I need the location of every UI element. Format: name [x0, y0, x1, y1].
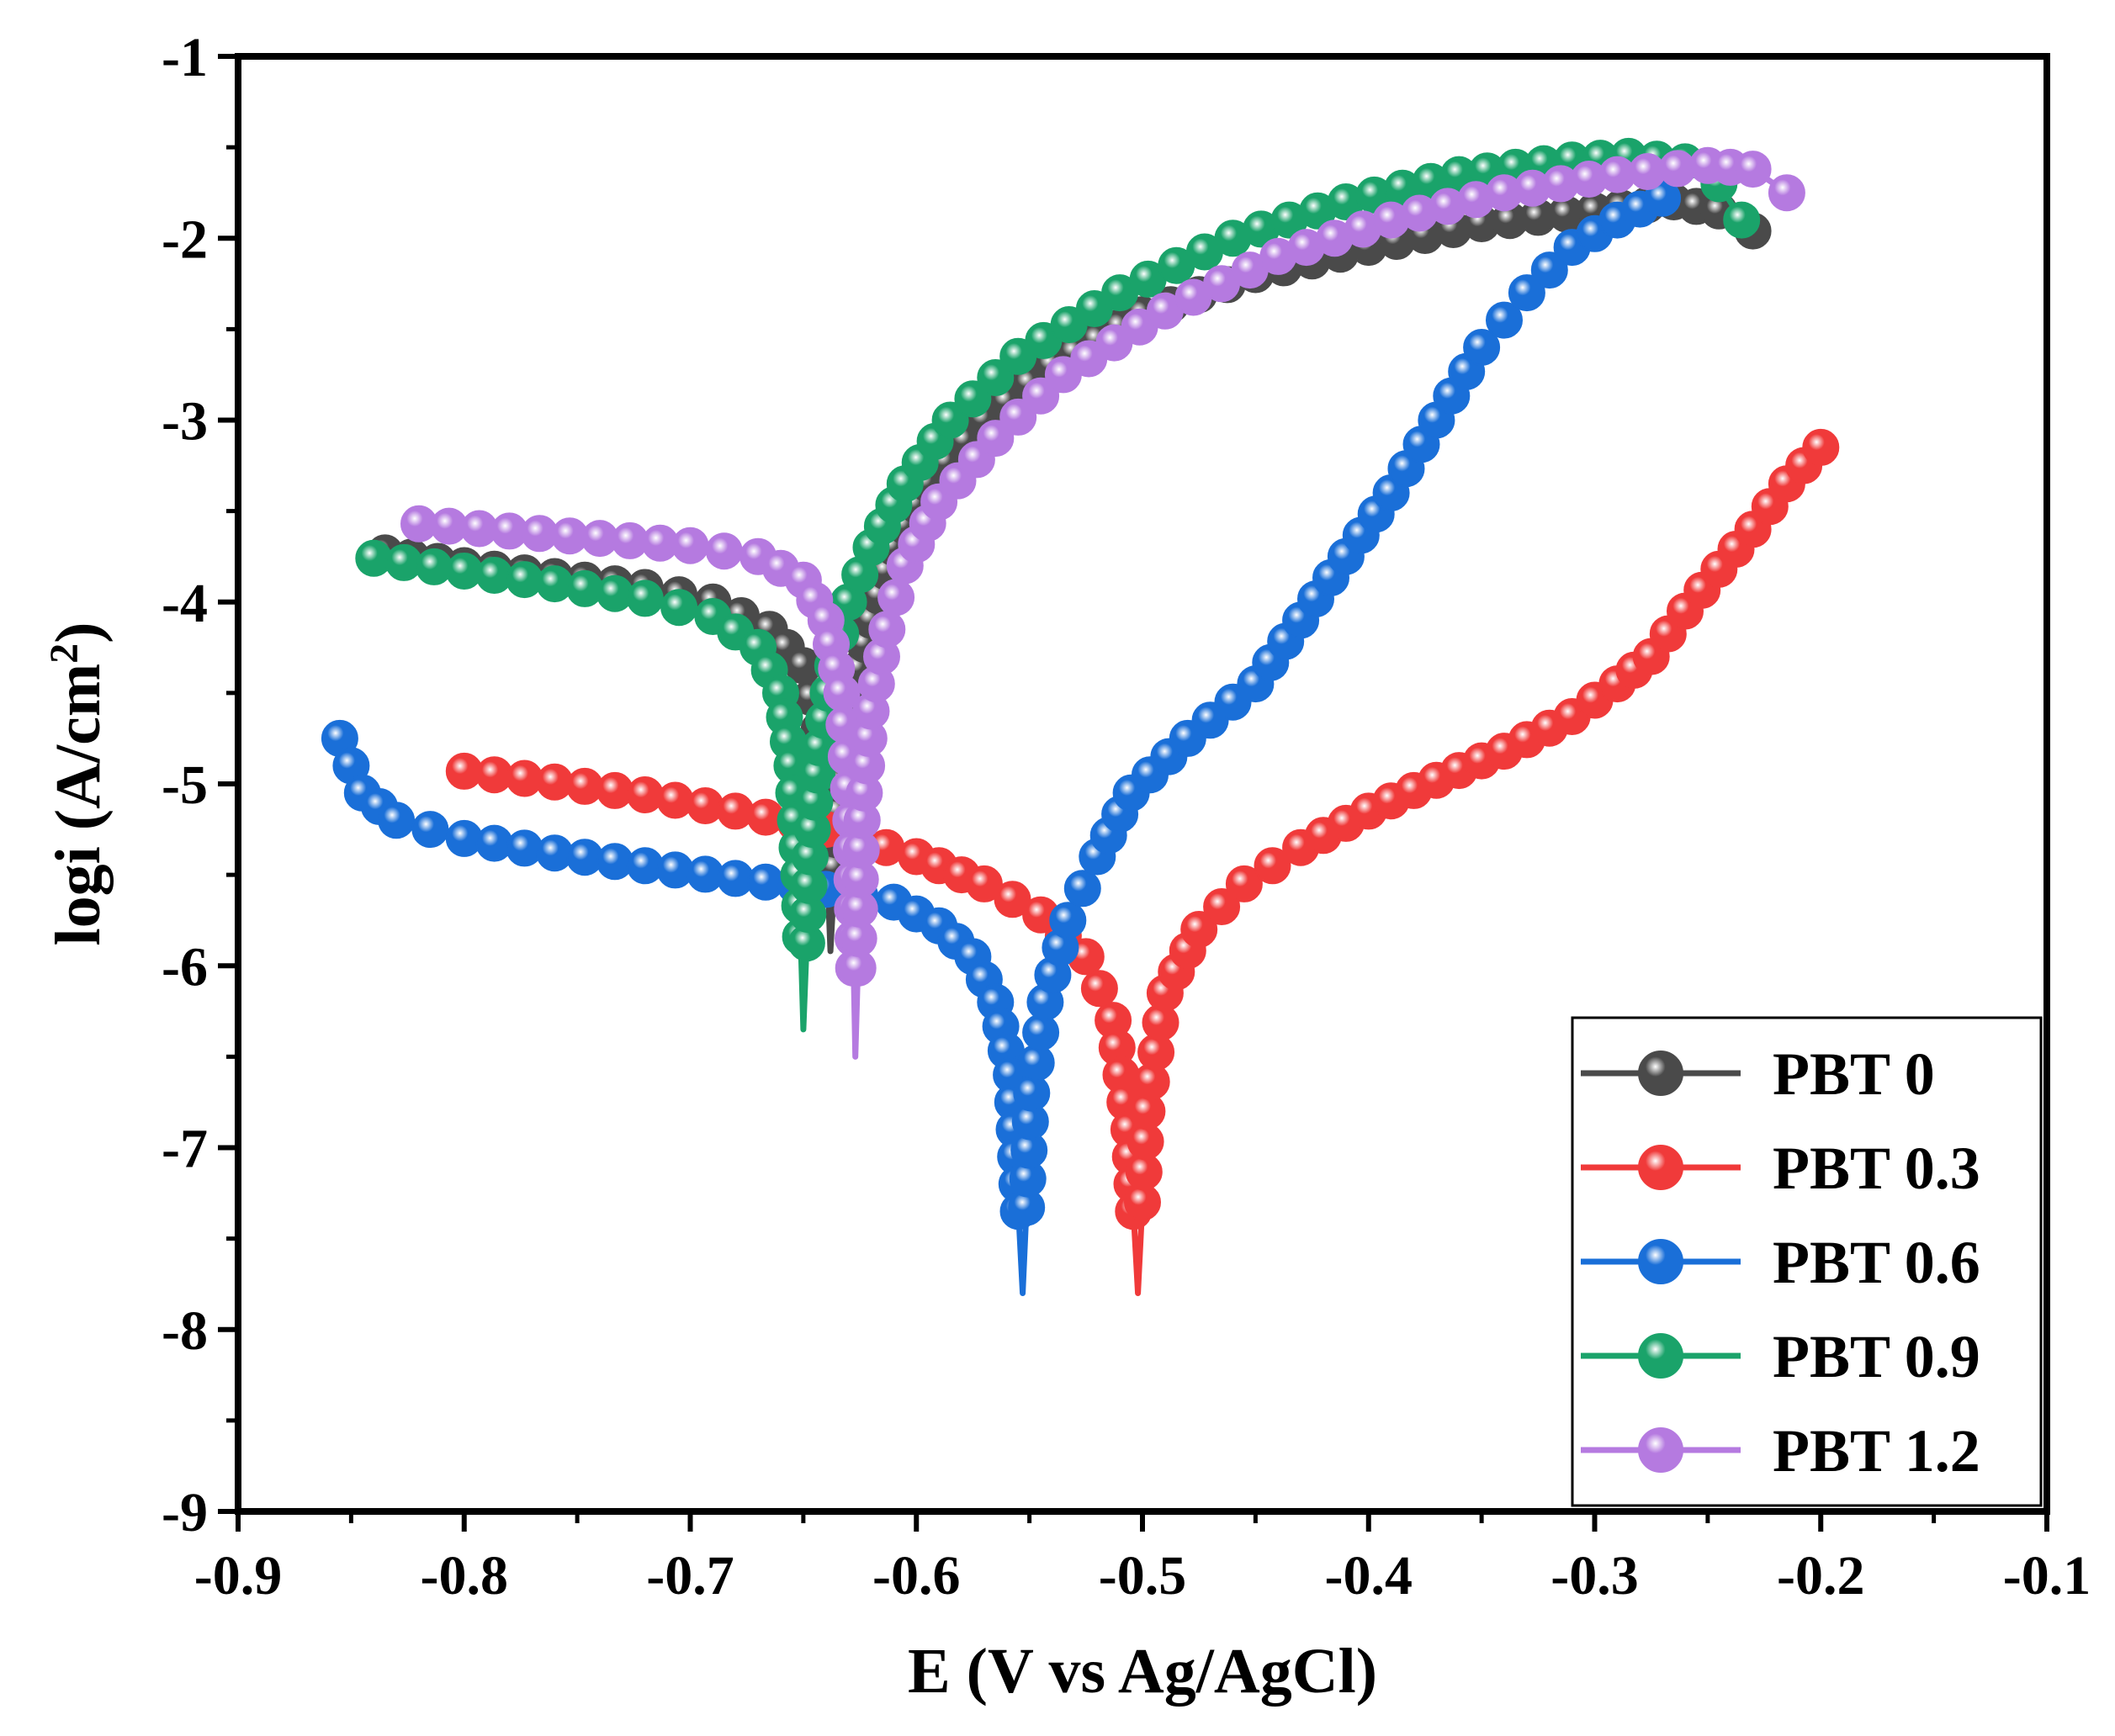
data-point — [977, 359, 1015, 396]
legend-label: PBT 0.3 — [1773, 1135, 1980, 1202]
y-axis-ticks: -1 -2 -3 -4 -5 -6 -7 -8 -9 — [162, 27, 238, 1543]
x-axis-label: E (V vs Ag/AgCl) — [908, 1636, 1377, 1707]
series-pbt-0-9 — [355, 137, 1761, 1033]
data-point — [1180, 911, 1218, 948]
data-point — [1063, 870, 1101, 908]
data-point — [954, 380, 992, 418]
legend-marker — [1638, 1051, 1683, 1096]
data-point — [1508, 274, 1545, 312]
y-tick-label: -7 — [162, 1119, 208, 1180]
legend-marker — [1638, 1333, 1683, 1379]
x-tick-label: -0.4 — [1325, 1545, 1413, 1606]
data-point — [705, 532, 743, 570]
x-tick-label: -0.7 — [646, 1545, 734, 1606]
legend-marker — [1638, 1427, 1683, 1473]
legend-item: PBT 0.6 — [1581, 1229, 1980, 1296]
data-point — [1049, 902, 1087, 939]
data-point — [626, 776, 664, 813]
y-axis-label-sup: 2 — [42, 643, 87, 664]
y-tick-label: -5 — [162, 754, 208, 816]
legend-item: PBT 1.2 — [1581, 1417, 1980, 1485]
data-point — [1734, 151, 1772, 188]
data-point — [868, 611, 906, 648]
x-tick-label: -0.9 — [194, 1545, 282, 1606]
legend-item: PBT 0.9 — [1581, 1323, 1980, 1390]
data-point — [1254, 847, 1291, 885]
data-point — [1768, 174, 1805, 212]
data-point — [1723, 201, 1761, 239]
series-pbt-0-6 — [321, 179, 1682, 1296]
legend-label: PBT 1.2 — [1773, 1417, 1980, 1485]
x-tick-label: -0.2 — [1777, 1545, 1864, 1606]
legend: PBT 0 PBT 0.3 PBT 0.6 PBT 0.9 PBT 1.2 — [1571, 1016, 2043, 1507]
legend-marker — [1638, 1145, 1683, 1190]
data-point — [378, 802, 416, 839]
data-point — [1080, 970, 1118, 1008]
data-point — [717, 792, 755, 830]
y-tick-label: -1 — [162, 27, 208, 88]
data-point — [1486, 301, 1523, 339]
data-point — [965, 865, 1003, 902]
data-point — [671, 527, 709, 564]
y-axis-label-main: logi (A/cm — [43, 664, 114, 946]
series-pbt-0 — [366, 183, 1772, 955]
legend-item: PBT 0.3 — [1581, 1135, 1980, 1202]
series-layer — [321, 137, 1840, 1296]
series-pbt-1-2 — [400, 146, 1805, 1060]
data-point — [1530, 251, 1568, 289]
x-tick-label: -0.5 — [1099, 1545, 1186, 1606]
y-tick-label: -3 — [162, 391, 208, 453]
legend-label: PBT 0.6 — [1773, 1229, 1980, 1296]
x-tick-label: -0.8 — [421, 1545, 508, 1606]
data-point — [1203, 888, 1241, 925]
data-point — [977, 420, 1015, 458]
data-point — [660, 589, 698, 627]
legend-marker — [1638, 1239, 1683, 1284]
x-tick-label: -0.6 — [872, 1545, 960, 1606]
y-tick-label: -6 — [162, 936, 208, 998]
legend-label: PBT 0 — [1773, 1040, 1935, 1108]
data-point — [656, 781, 694, 819]
data-point — [1802, 428, 1840, 466]
data-point — [1022, 377, 1060, 415]
x-tick-label: -0.1 — [2003, 1545, 2091, 1606]
y-axis-label: logi (A/cm2) — [42, 622, 114, 946]
x-tick-label: -0.3 — [1550, 1545, 1638, 1606]
y-tick-label: -4 — [162, 573, 208, 634]
data-point — [999, 398, 1037, 436]
data-point — [411, 811, 449, 849]
data-point — [626, 580, 664, 617]
y-tick-label: -2 — [162, 209, 208, 270]
data-point — [994, 881, 1031, 918]
data-point — [1463, 329, 1501, 366]
legend-label: PBT 0.9 — [1773, 1323, 1980, 1390]
x-axis-ticks: -0.9 -0.8 -0.7 -0.6 -0.5 -0.4 -0.3 -0.2 -0.1 — [194, 1511, 2091, 1606]
data-point — [1017, 1044, 1055, 1082]
data-point — [686, 787, 724, 824]
y-axis-label-close: ) — [43, 622, 114, 643]
data-point — [1225, 865, 1263, 902]
data-point — [877, 579, 915, 617]
legend-item: PBT 0 — [1581, 1040, 1935, 1108]
y-tick-label: -8 — [162, 1300, 208, 1362]
y-tick-label: -9 — [162, 1482, 208, 1543]
